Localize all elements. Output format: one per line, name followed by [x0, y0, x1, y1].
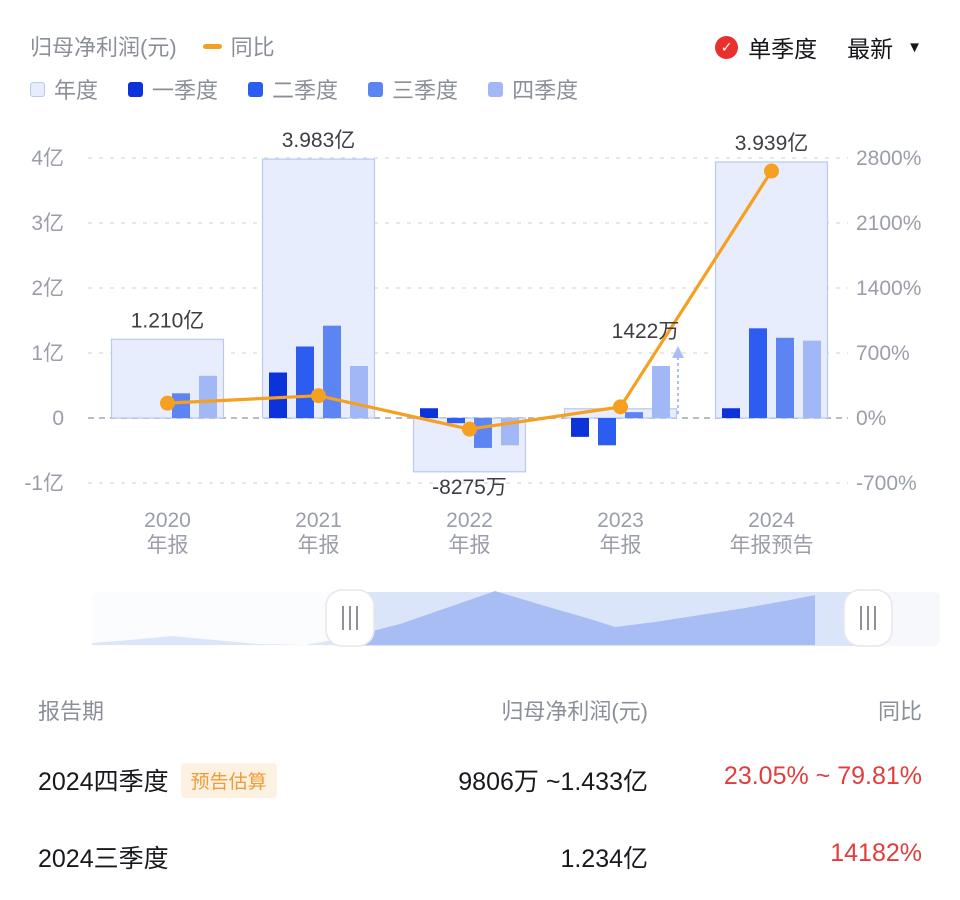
bar-2023-二季度[interactable]: [598, 418, 616, 446]
value-cell: 1.234亿: [560, 845, 648, 873]
left-axis-tick: 2亿: [31, 277, 64, 300]
col-header-value: 归母净利润(元): [501, 699, 648, 724]
legend-item-q3[interactable]: 三季度: [368, 73, 458, 105]
yoy-point-2024[interactable]: [764, 163, 779, 179]
annual-value-label: 3.983亿: [282, 129, 356, 152]
annual-value-label: 3.939亿: [735, 132, 809, 155]
forecast-badge: 预告估算: [180, 762, 277, 798]
bar-2024-三季度[interactable]: [776, 337, 794, 418]
yoy-line: [165, 169, 774, 431]
table-header: 报告期 归母净利润(元) 同比: [0, 694, 960, 724]
bar-2022-一季度[interactable]: [420, 408, 438, 418]
series-title: 归母净利润(元): [30, 35, 177, 60]
arrow-up-icon: [672, 346, 684, 358]
annual-label: 年度: [54, 78, 99, 103]
bar-2023-一季度[interactable]: [571, 418, 589, 437]
annual-value-label: -8275万: [432, 476, 507, 499]
x-axis-label: 年报: [449, 534, 491, 557]
q3-swatch-icon: [368, 81, 384, 97]
col-header-period: 报告期: [38, 699, 105, 724]
left-axis-tick: 4亿: [31, 147, 64, 170]
x-axis-label: 2021: [295, 509, 342, 532]
x-axis-label: 年报: [298, 534, 340, 557]
q2-swatch-icon: [248, 81, 264, 97]
bar-2021-一季度[interactable]: [269, 372, 287, 419]
left-axis-tick: 3亿: [31, 212, 64, 235]
bar-2022-二季度[interactable]: [447, 418, 465, 424]
right-axis-tick: 2800%: [856, 147, 921, 170]
profit-chart: 4亿 3亿 2亿 1亿 0 -1亿 2800% 2100% 1400% 700% 0% -700% 1.…: [24, 129, 922, 647]
yoy-cell: 14182%: [830, 839, 922, 867]
x-axis-label: 2023: [597, 509, 644, 532]
col-header-yoy: 同比: [877, 699, 922, 724]
legend-item-q2[interactable]: 二季度: [248, 73, 338, 105]
right-axis-tick: -700%: [856, 472, 917, 495]
legend-item-yoy[interactable]: 同比: [202, 30, 275, 62]
x-axis-label: 2022: [446, 509, 493, 532]
table-row[interactable]: 2024三季度 1.234亿 14182%: [0, 833, 960, 879]
table-row[interactable]: 2024四季度 预告估算 9806万 ~1.433亿 23.05% ~ 79.8…: [0, 756, 960, 802]
bar-2020-四季度[interactable]: [199, 375, 217, 418]
period-text: 2024四季度: [38, 768, 169, 796]
navigator-area: [92, 591, 815, 645]
yoy-point-2021[interactable]: [311, 388, 326, 404]
annual-value-label: 1.210亿: [131, 309, 205, 332]
legend-item-annual[interactable]: 年度: [30, 73, 98, 105]
x-axis-label: 年报: [147, 534, 189, 557]
x-axis-label: 2020: [144, 509, 191, 532]
single-quarter-toggle[interactable]: 单季度: [748, 36, 818, 62]
right-axis-tick: 0%: [856, 407, 886, 430]
bar-2024-四季度[interactable]: [803, 340, 821, 418]
bar-2021-四季度[interactable]: [350, 366, 368, 418]
q4-label: 四季度: [512, 78, 579, 103]
legend-item-q4[interactable]: 四季度: [488, 73, 578, 105]
navigator-unselected-mask: [92, 592, 350, 646]
right-axis-tick: 700%: [856, 342, 910, 365]
chart-legend-primary: 归母净利润(元) 同比: [30, 30, 275, 62]
left-axis-tick: 0: [52, 407, 64, 430]
chart-legend-series: 年度 一季度 二季度 三季度 四季度: [30, 73, 578, 105]
right-axis-tick: 1400%: [856, 277, 921, 300]
bar-2024-二季度[interactable]: [749, 328, 767, 418]
annual-swatch-icon: [30, 81, 45, 97]
yoy-point-2022[interactable]: [462, 421, 477, 437]
bar-2023-三季度[interactable]: [625, 412, 643, 418]
annual-value-label: 1422万: [612, 320, 680, 343]
q1-label: 一季度: [152, 78, 219, 103]
range-selector[interactable]: 最新: [847, 36, 894, 62]
period-text: 2024三季度: [38, 845, 169, 873]
bar-2022-三季度[interactable]: [474, 418, 492, 448]
legend-item-q1[interactable]: 一季度: [128, 73, 218, 105]
bar-2021-三季度[interactable]: [323, 325, 341, 418]
yoy-line-swatch-icon: [202, 43, 222, 49]
bar-2023-四季度[interactable]: [652, 366, 670, 418]
yoy-point-2020[interactable]: [160, 395, 175, 411]
x-axis-label: 2024: [748, 509, 795, 532]
yoy-cell: 23.05% ~ 79.81%: [723, 762, 922, 790]
chevron-down-icon[interactable]: ▼: [907, 38, 922, 56]
period-cell: 2024三季度: [38, 839, 169, 875]
q1-swatch-icon: [128, 81, 144, 97]
value-cell: 9806万 ~1.433亿: [458, 768, 648, 796]
q2-label: 二季度: [272, 78, 339, 103]
x-axis-label: 年报预告: [730, 534, 814, 557]
yoy-line-label: 同比: [230, 35, 275, 60]
x-axis-label: 年报: [600, 534, 642, 557]
bar-2021-二季度[interactable]: [296, 346, 314, 419]
q3-label: 三季度: [392, 78, 459, 103]
period-cell: 2024四季度 预告估算: [38, 762, 277, 798]
left-axis-tick: -1亿: [24, 472, 64, 495]
q4-swatch-icon: [488, 81, 504, 97]
bar-2024-一季度[interactable]: [722, 408, 740, 418]
yoy-point-2023[interactable]: [613, 399, 628, 415]
right-axis-tick: 2100%: [856, 212, 921, 235]
checkbox-checked-icon[interactable]: ✓: [715, 35, 739, 59]
left-axis-tick: 1亿: [31, 342, 64, 365]
bar-2020-三季度[interactable]: [172, 393, 190, 418]
chart-controls: ✓ 单季度 最新 ▼: [715, 30, 922, 64]
